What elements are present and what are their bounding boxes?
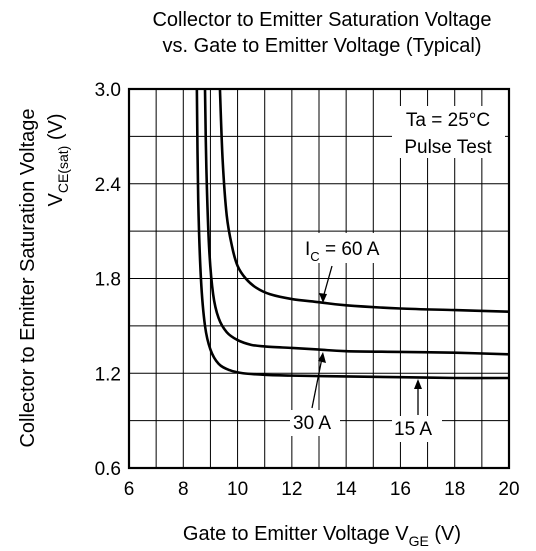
series-label-15a: 15 A bbox=[394, 419, 432, 440]
x-tick-label: 12 bbox=[281, 479, 302, 500]
x-tick-label: 18 bbox=[444, 479, 465, 500]
label-bg-60a bbox=[300, 233, 396, 263]
curve-layer bbox=[195, 88, 510, 380]
series-line-1 bbox=[203, 88, 510, 356]
x-tick-label: 14 bbox=[336, 479, 358, 500]
series-label-30a: 30 A bbox=[293, 413, 331, 434]
y-axis-label-sub: CE(sat) bbox=[55, 146, 71, 193]
x-axis-label: Gate to Emitter Voltage VGE (V) bbox=[183, 523, 461, 549]
x-axis-label-main: Gate to Emitter Voltage V bbox=[183, 523, 409, 545]
y-tick-label: 1.2 bbox=[95, 364, 121, 385]
leader-30a-arrow bbox=[318, 352, 326, 363]
plot-frame bbox=[127, 87, 511, 470]
series-label-60a-main: I bbox=[305, 239, 310, 260]
conditions-pulse-test: Pulse Test bbox=[404, 137, 492, 158]
conditions-box-bg bbox=[392, 106, 505, 158]
label-bg-15a bbox=[392, 416, 442, 442]
x-tick-label: 10 bbox=[227, 479, 248, 500]
x-axis-label-unit: (V) bbox=[429, 523, 461, 545]
x-tick-label: 6 bbox=[124, 479, 135, 500]
y-tick-label: 2.4 bbox=[95, 175, 122, 196]
series-line-0 bbox=[218, 88, 510, 313]
conditions-temperature: Ta = 25°C bbox=[406, 110, 490, 131]
series-label-60a: IC = 60 A bbox=[305, 239, 380, 264]
chart-title-line1: Collector to Emitter Saturation Voltage bbox=[152, 9, 491, 31]
series-line-2 bbox=[195, 88, 510, 380]
series-label-60a-sub: C bbox=[310, 249, 319, 264]
x-tick-label: 16 bbox=[390, 479, 411, 500]
leader-60a-arrow bbox=[319, 293, 327, 303]
x-tick-label: 20 bbox=[498, 479, 519, 500]
series-label-60a-rest: = 60 A bbox=[320, 239, 380, 260]
y-axis-label-unit: (V) bbox=[45, 113, 67, 145]
y-tick-label: 3.0 bbox=[95, 80, 121, 101]
chart-title-line2: vs. Gate to Emitter Voltage (Typical) bbox=[162, 35, 481, 57]
x-tick-labels: 6 8 10 12 14 16 18 20 bbox=[124, 479, 520, 500]
leader-60a bbox=[322, 265, 333, 299]
y-axis-label-line2: VCE(sat) (V) bbox=[45, 113, 71, 206]
y-tick-label: 1.8 bbox=[95, 270, 121, 291]
x-tick-label: 8 bbox=[178, 479, 189, 500]
y-tick-label: 0.6 bbox=[95, 459, 121, 480]
y-axis-label-line1: Collector to Emitter Saturation Voltage bbox=[17, 108, 39, 447]
x-axis-label-sub: GE bbox=[409, 533, 429, 549]
y-axis-label-main: V bbox=[45, 193, 67, 207]
leader-15a-arrow bbox=[414, 379, 422, 389]
leader-30a bbox=[311, 357, 323, 409]
y-tick-labels: 0.6 1.2 1.8 2.4 3.0 bbox=[95, 80, 122, 480]
label-bg-30a bbox=[290, 410, 340, 436]
